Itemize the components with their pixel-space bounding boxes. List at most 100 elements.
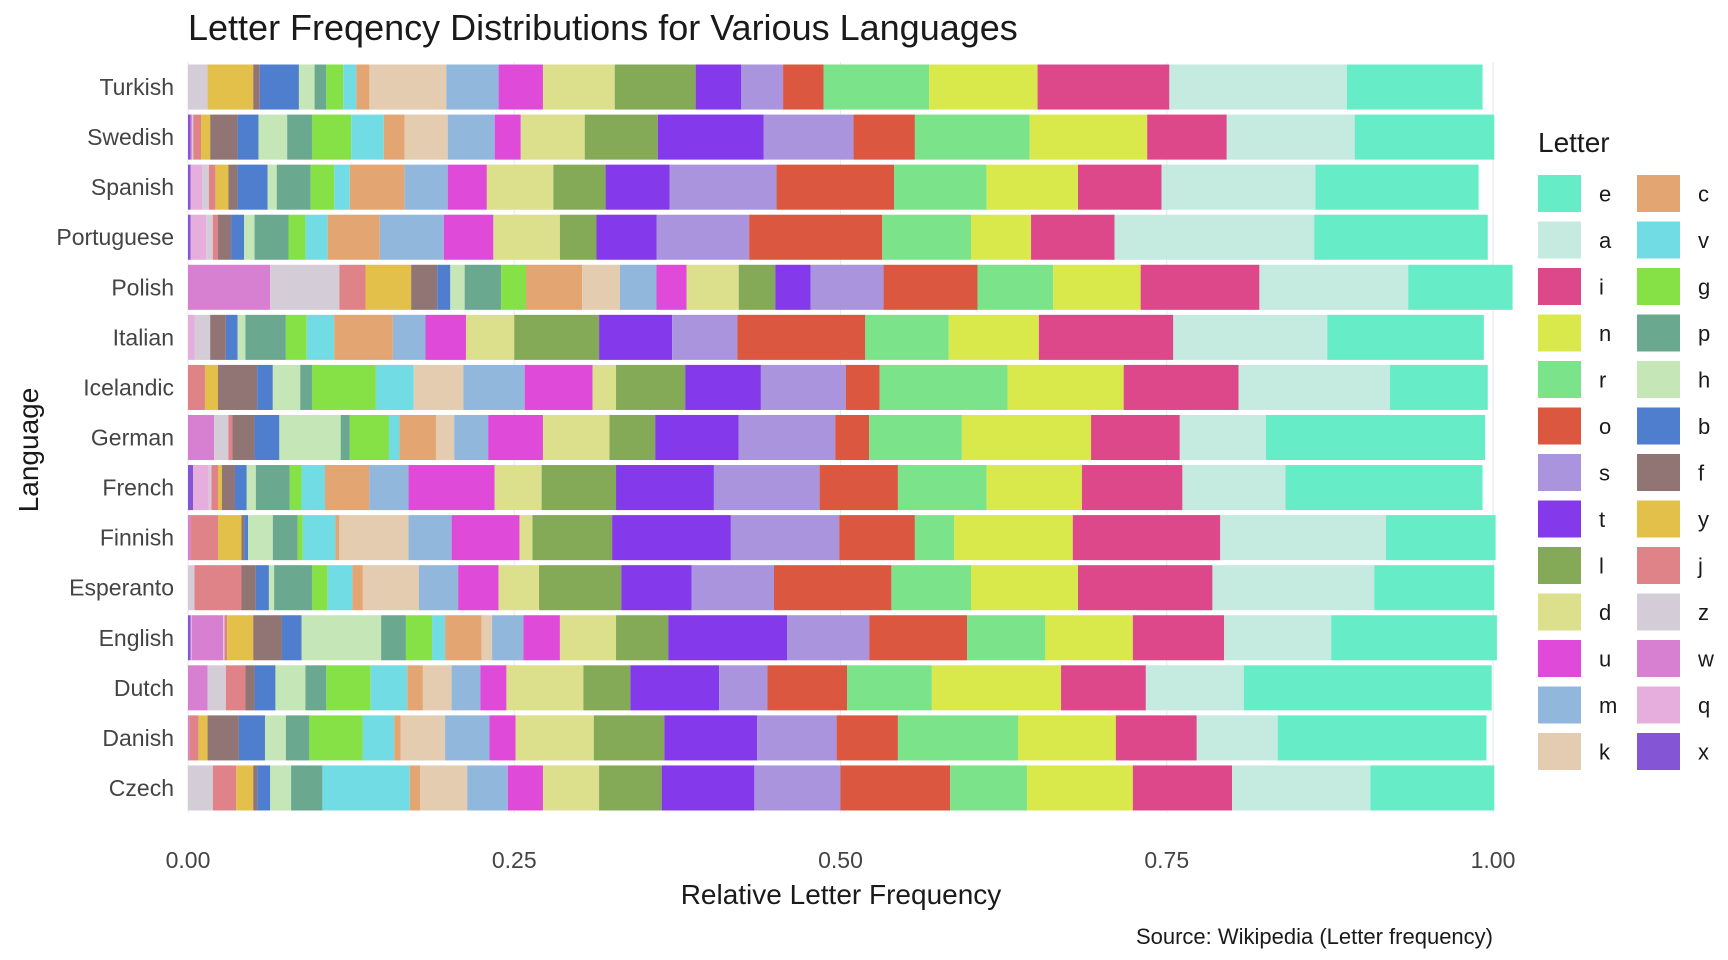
segment-l: [541, 465, 617, 511]
segment-n: [1007, 364, 1124, 410]
segment-o: [840, 765, 951, 811]
legend-item-a: a: [1538, 221, 1612, 259]
segment-w: [188, 715, 190, 761]
legend-key-y: [1637, 500, 1680, 538]
segment-c: [409, 765, 421, 811]
segment-b: [259, 64, 299, 110]
segment-j: [189, 715, 199, 761]
segment-f: [210, 314, 226, 360]
segment-i: [1037, 64, 1170, 110]
segment-k: [582, 264, 620, 310]
segment-a: [1179, 414, 1266, 461]
y-tick-label: Italian: [113, 324, 174, 350]
legend-key-h: [1637, 361, 1680, 398]
segment-t: [655, 414, 739, 461]
segment-h: [301, 615, 382, 661]
segment-s: [786, 615, 870, 661]
segment-d: [686, 264, 739, 310]
y-tick-label: Spanish: [91, 174, 174, 200]
legend-item-i: i: [1538, 268, 1604, 305]
segment-d: [494, 465, 542, 511]
segment-u: [443, 214, 494, 260]
segment-b: [437, 264, 451, 310]
legend-label: f: [1698, 461, 1705, 486]
segment-g: [309, 715, 363, 761]
segment-c: [335, 515, 340, 561]
segment-f: [207, 715, 239, 761]
segment-m: [446, 64, 499, 110]
segment-u: [458, 565, 499, 611]
segment-j: [194, 565, 242, 611]
segment-q: [188, 314, 195, 360]
segment-b: [257, 765, 271, 811]
segment-b: [255, 565, 269, 611]
segment-b: [244, 515, 249, 561]
segment-h: [237, 314, 246, 360]
segment-k: [481, 615, 493, 661]
segment-c: [394, 715, 401, 761]
legend-item-j: j: [1637, 547, 1703, 584]
segment-e: [1243, 665, 1492, 711]
y-tick-label: Portuguese: [56, 224, 174, 250]
segment-r: [914, 515, 955, 561]
segment-r: [891, 565, 971, 611]
segment-u: [498, 64, 543, 110]
stacked-bars: [188, 64, 1513, 811]
legend-label: e: [1599, 182, 1611, 207]
legend-item-y: y: [1637, 500, 1709, 538]
segment-j: [208, 164, 216, 210]
segment-r: [894, 164, 987, 210]
segment-j: [190, 515, 219, 561]
segment-k: [369, 64, 447, 110]
segment-s: [754, 765, 841, 811]
segment-y: [207, 64, 254, 110]
segment-o: [773, 565, 892, 611]
x-tick-label: 1.00: [1471, 847, 1516, 873]
segment-t: [657, 114, 764, 160]
y-tick-label: Dutch: [114, 675, 174, 701]
segment-a: [1226, 114, 1355, 160]
x-tick-label: 0.00: [166, 847, 211, 873]
segment-b: [281, 615, 302, 661]
segment-e: [1265, 414, 1486, 461]
segment-t: [630, 665, 720, 711]
legend-label: y: [1698, 507, 1709, 532]
bar-portuguese: [188, 214, 1488, 260]
segment-m: [408, 515, 452, 561]
segment-h: [244, 214, 255, 260]
legend-item-r: r: [1538, 361, 1606, 398]
legend-key-e: [1538, 175, 1581, 212]
segment-i: [1078, 164, 1162, 210]
segment-q: [190, 214, 207, 260]
segment-h: [272, 364, 301, 410]
segment-h: [248, 515, 273, 561]
legend-key-n: [1538, 314, 1581, 352]
segment-p: [245, 314, 286, 360]
legend-item-p: p: [1637, 314, 1710, 352]
segment-a: [1232, 765, 1371, 811]
segment-s: [713, 465, 820, 511]
segment-g: [326, 64, 344, 110]
segment-z: [214, 414, 229, 461]
segment-r: [950, 765, 1028, 811]
segment-g: [405, 615, 433, 661]
segment-i: [1072, 515, 1221, 561]
segment-r: [879, 364, 1008, 410]
segment-s: [810, 264, 884, 310]
segment-e: [1327, 314, 1484, 360]
segment-s: [763, 114, 854, 160]
segment-l: [593, 715, 665, 761]
bar-turkish: [188, 64, 1483, 110]
legend-key-a: [1538, 221, 1581, 259]
segment-r: [847, 665, 932, 711]
segment-k: [435, 414, 455, 461]
segment-w: [188, 264, 271, 310]
segment-a: [1220, 515, 1386, 561]
segment-t: [664, 715, 757, 761]
legend-label: g: [1698, 275, 1710, 300]
segment-e: [1285, 465, 1483, 511]
segment-m: [447, 114, 495, 160]
y-axis-label: Language: [13, 388, 44, 513]
segment-u: [656, 264, 687, 310]
segment-t: [599, 314, 673, 360]
